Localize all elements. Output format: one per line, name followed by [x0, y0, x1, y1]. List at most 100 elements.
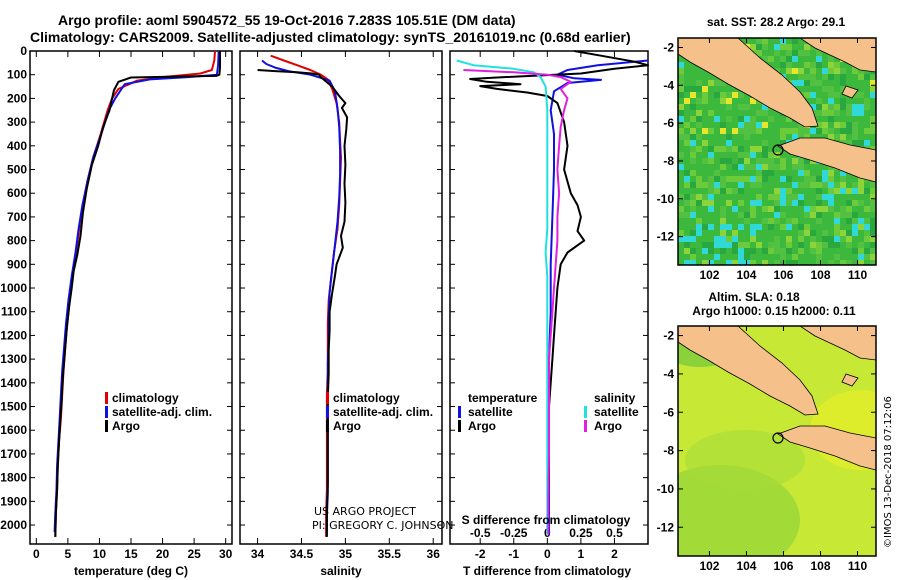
- salinity-xlabel: salinity: [320, 564, 362, 578]
- legend-label-t-satellite: satellite: [468, 405, 513, 419]
- sst-pixel: [810, 230, 816, 236]
- sst-pixel: [684, 260, 690, 265]
- difference-xlabel: T difference from climatology: [463, 564, 631, 578]
- sst-pixel: [726, 92, 732, 98]
- sst-pixel: [852, 92, 858, 98]
- sst-pixel: [684, 122, 690, 128]
- project-credit: US ARGO PROJECT: [314, 505, 416, 518]
- sst-pixel: [798, 158, 804, 164]
- sst-pixel: [726, 224, 732, 230]
- sst-pixel: [864, 140, 870, 146]
- sst-pixel: [738, 104, 744, 110]
- sst-pixel: [840, 74, 846, 80]
- sst-pixel: [870, 182, 876, 188]
- sst-pixel: [690, 140, 696, 146]
- sst-pixel: [714, 146, 720, 152]
- sst-pixel: [792, 200, 798, 206]
- sst-pixel: [696, 200, 702, 206]
- sst-pixel: [804, 50, 810, 56]
- sst-pixel: [720, 236, 726, 242]
- sst-pixel: [810, 128, 816, 134]
- salinity-panel: 34 34.5 35 35.5 36 salinity climatology sate…: [239, 50, 443, 578]
- sst-pixel: [726, 188, 732, 194]
- sst-pixel: [846, 104, 852, 110]
- sst-pixel: [720, 122, 726, 128]
- sst-pixel: [858, 200, 864, 206]
- series-line-salinity-argo: [463, 69, 572, 535]
- sst-pixel: [738, 182, 744, 188]
- sst-pixel: [840, 212, 846, 218]
- legend-swatch-t-satellite: [458, 406, 461, 418]
- sst-pixel: [690, 182, 696, 188]
- sst-pixel: [840, 104, 846, 110]
- sst-pixel: [708, 152, 714, 158]
- sst-pixel: [684, 86, 690, 92]
- depth-tick-label: 400: [7, 139, 27, 153]
- sst-pixel: [804, 134, 810, 140]
- series-line-temperature-argo: [469, 50, 649, 535]
- sst-pixel: [696, 146, 702, 152]
- sst-pixel: [834, 212, 840, 218]
- sst-pixel: [804, 44, 810, 50]
- sst-pixel: [846, 236, 852, 242]
- sst-pixel: [690, 236, 696, 242]
- sst-pixel: [750, 44, 756, 50]
- difference-xlabel-top: S difference from climatology: [462, 513, 631, 527]
- sst-pixel: [762, 140, 768, 146]
- sst-pixel: [852, 140, 858, 146]
- sst-pixel: [858, 92, 864, 98]
- sst-pixel: [858, 218, 864, 224]
- depth-tick-label: 1300: [0, 352, 27, 366]
- sst-land-java: [777, 137, 876, 183]
- sst-pixel: [774, 248, 780, 254]
- sst-pixel: [690, 128, 696, 134]
- map-y-tick-label: -6: [663, 116, 674, 130]
- legend-label-satellite: satellite-adj. clim.: [333, 405, 433, 419]
- sst-pixel: [786, 62, 792, 68]
- sst-pixel: [822, 242, 828, 248]
- sst-pixel: [684, 170, 690, 176]
- depth-tick-label: 1800: [0, 471, 27, 485]
- sst-pixel: [822, 128, 828, 134]
- sst-pixel: [732, 176, 738, 182]
- sst-pixel: [810, 212, 816, 218]
- sst-pixel: [816, 218, 822, 224]
- legend-swatch-satellite: [326, 406, 329, 418]
- sst-pixel: [846, 242, 852, 248]
- sst-pixel: [798, 74, 804, 80]
- sst-pixel: [696, 98, 702, 104]
- sst-pixel: [714, 80, 720, 86]
- sst-pixel: [732, 188, 738, 194]
- sst-pixel: [822, 122, 828, 128]
- sst-pixel: [810, 62, 816, 68]
- sst-pixel: [738, 122, 744, 128]
- sst-pixel: [708, 128, 714, 134]
- sst-pixel: [678, 128, 684, 134]
- sst-pixel: [750, 176, 756, 182]
- legend-swatch-climatology: [105, 392, 108, 404]
- sst-pixel: [828, 236, 834, 242]
- sst-pixel: [798, 224, 804, 230]
- sst-pixel: [864, 104, 870, 110]
- sst-pixel: [804, 80, 810, 86]
- sst-pixel: [792, 182, 798, 188]
- sst-pixel: [720, 146, 726, 152]
- sst-pixel: [762, 176, 768, 182]
- sst-pixel: [702, 242, 708, 248]
- sst-pixel: [702, 194, 708, 200]
- sst-pixel: [804, 230, 810, 236]
- sst-pixel: [762, 206, 768, 212]
- sst-pixel: [762, 104, 768, 110]
- sst-pixel: [816, 188, 822, 194]
- map-x-tick-label: 104: [736, 559, 756, 573]
- sst-pixel: [822, 68, 828, 74]
- sst-pixel: [750, 260, 756, 265]
- sst-argo-marker: [772, 144, 784, 156]
- sst-pixel: [768, 56, 774, 62]
- sst-land-borneo-bangka: [799, 38, 876, 73]
- sst-pixel: [822, 194, 828, 200]
- sst-pixel: [816, 200, 822, 206]
- sst-pixel: [822, 104, 828, 110]
- sst-pixel: [816, 254, 822, 260]
